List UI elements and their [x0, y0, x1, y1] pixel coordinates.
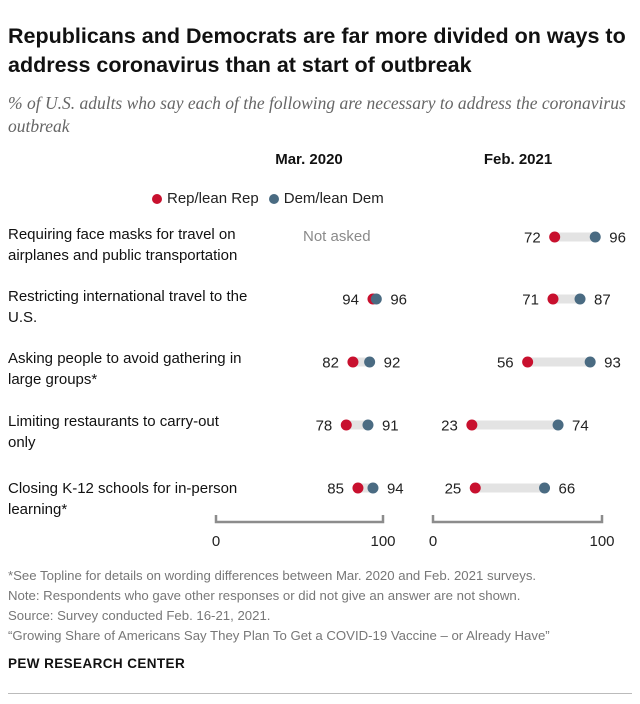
footnote-note: Note: Respondents who gave other respons…: [8, 588, 521, 603]
value-label-low-feb2021-2: 56: [497, 355, 514, 372]
legend-item-rep: Rep/lean Rep: [152, 190, 259, 207]
legend: Rep/lean Rep Dem/lean Dem: [152, 190, 394, 207]
footnote-wording: *See Topline for details on wording diff…: [8, 568, 537, 583]
row-label-face-masks: Requiring face masks for travel on airpl…: [8, 226, 238, 264]
dem-dot-mar2020-2: [364, 356, 376, 368]
axis-feb2021: [431, 515, 604, 524]
rep-dot-mar2020-4: [352, 482, 364, 494]
bottom-rule: [8, 693, 632, 694]
value-label-low-mar2020-3: 78: [316, 418, 333, 435]
dem-dot-mar2020-4: [367, 482, 379, 494]
rep-dot-feb2021-0: [549, 231, 561, 243]
value-label-high-feb2021-3: 74: [572, 418, 589, 435]
row-label-international-travel: Restricting international travel to the …: [8, 288, 248, 326]
tick-label-mar2020-0: 0: [212, 533, 220, 550]
value-label-low-feb2021-1: 71: [522, 292, 539, 309]
dem-dot-mar2020-3: [362, 419, 374, 431]
dem-dot-feb2021-0: [589, 231, 601, 243]
dem-dot-feb2021-3: [552, 419, 564, 431]
value-label-low-mar2020-2: 82: [322, 355, 339, 372]
chart-subtitle: % of U.S. adults who say each of the fol…: [8, 93, 626, 136]
row-label-schools: Closing K-12 schools for in-person learn…: [8, 480, 238, 518]
value-label-high-mar2020-4: 94: [387, 481, 404, 498]
dem-dot-feb2021-1: [574, 293, 586, 305]
value-label-high-mar2020-2: 92: [384, 355, 401, 372]
chart-title: Republicans and Democrats are far more d…: [8, 24, 626, 77]
dem-dot-feb2021-4: [539, 482, 551, 494]
tick-label-mar2020-100: 100: [370, 533, 395, 550]
rep-dot-mar2020-2: [347, 356, 359, 368]
footnotes: *See Topline for details on wording diff…: [8, 566, 636, 646]
row-label-large-groups: Asking people to avoid gathering in larg…: [8, 350, 242, 388]
rep-dot-feb2021-2: [522, 356, 534, 368]
dem-dot-mar2020-1: [370, 293, 382, 305]
legend-dem-label: Dem/lean Dem: [283, 190, 384, 207]
panel-title-feb-2021: Feb. 2021: [483, 151, 553, 168]
value-label-high-feb2021-1: 87: [594, 292, 611, 309]
value-label-high-feb2021-2: 93: [604, 355, 621, 372]
value-label-low-feb2021-3: 23: [441, 418, 458, 435]
row-label-restaurants: Limiting restaurants to carry-out only: [8, 413, 219, 451]
legend-item-dem: Dem/lean Dem: [268, 190, 384, 207]
value-label-high-feb2021-4: 66: [559, 481, 576, 498]
panel-title-mar-2020: Mar. 2020: [275, 151, 343, 168]
dem-dot-feb2021-2: [584, 356, 596, 368]
tick-label-feb2021-100: 100: [589, 533, 614, 550]
value-label-high-mar2020-3: 91: [382, 418, 399, 435]
rep-dot-mar2020-3: [340, 419, 352, 431]
tick-label-feb2021-0: 0: [429, 533, 437, 550]
rep-dot-feb2021-4: [469, 482, 481, 494]
value-label-low-feb2021-0: 72: [524, 230, 541, 247]
not-asked-label: Not asked: [303, 228, 371, 245]
axis-mar2020: [214, 515, 385, 524]
rep-dot-feb2021-3: [466, 419, 478, 431]
footnote-report: “Growing Share of Americans Say They Pla…: [8, 628, 550, 643]
brand-logo-text: PEW RESEARCH CENTER: [8, 656, 186, 671]
legend-dem-dot: [268, 193, 279, 204]
footnote-source: Source: Survey conducted Feb. 16-21, 202…: [8, 608, 271, 623]
value-label-low-feb2021-4: 25: [445, 481, 462, 498]
legend-rep-label: Rep/lean Rep: [167, 190, 259, 207]
value-label-low-mar2020-4: 85: [327, 481, 344, 498]
value-label-high-feb2021-0: 96: [609, 230, 626, 247]
rep-dot-feb2021-1: [547, 293, 559, 305]
legend-rep-dot: [152, 193, 162, 204]
value-label-high-mar2020-1: 96: [390, 292, 407, 309]
value-label-low-mar2020-1: 94: [342, 292, 359, 309]
